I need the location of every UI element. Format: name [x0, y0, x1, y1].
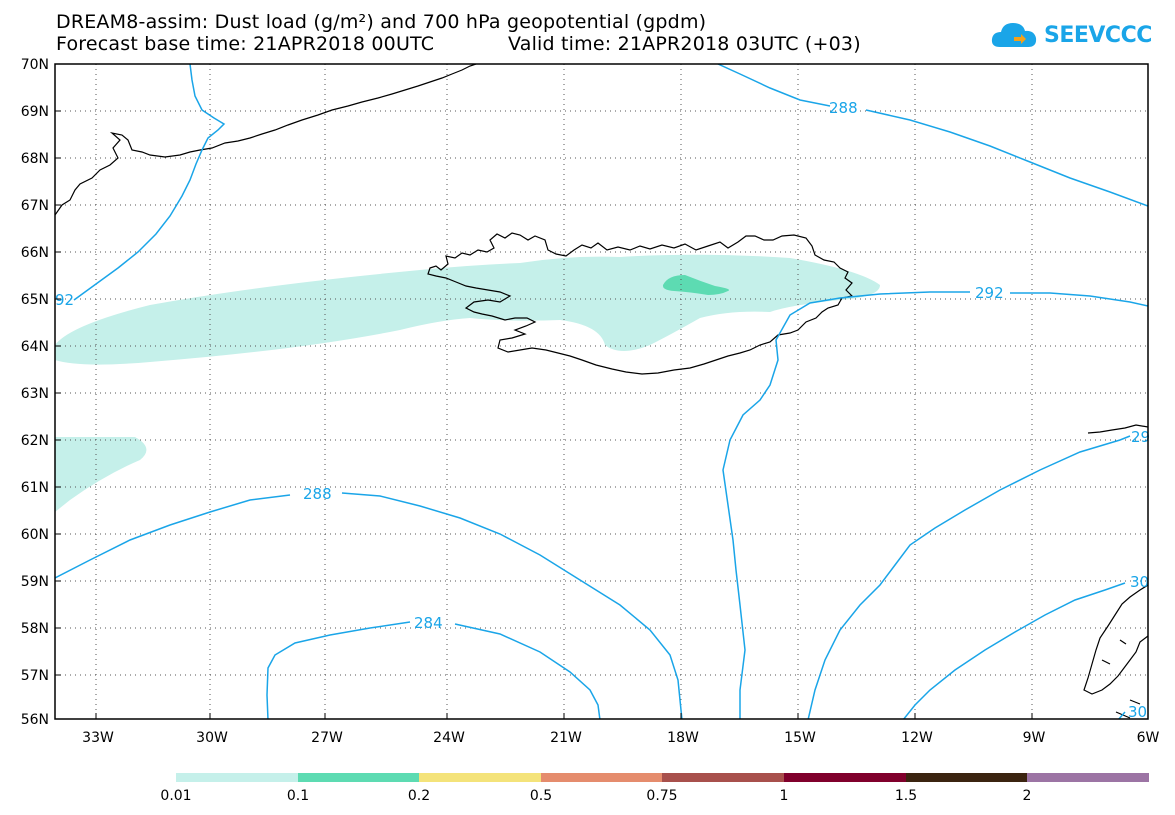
lat-label: 60N [21, 527, 49, 543]
lat-label: 68N [21, 151, 49, 167]
dust-patch-southwest [55, 437, 147, 512]
map-grid [55, 64, 1148, 719]
lat-label: 58N [21, 621, 49, 637]
contour-label: 29 [1131, 428, 1150, 446]
lat-label: 66N [21, 245, 49, 261]
legend-swatch [784, 773, 906, 782]
legend-label: 0.1 [287, 788, 309, 804]
legend-swatch [419, 773, 541, 782]
geopotential-contours [55, 64, 1148, 719]
dust-plume-west [55, 254, 880, 365]
lat-label: 61N [21, 480, 49, 496]
lon-label: 12W [901, 730, 933, 746]
lat-label: 62N [21, 433, 49, 449]
lat-label: 59N [21, 574, 49, 590]
forecast-base-time: Forecast base time: 21APR2018 00UTC [56, 33, 435, 55]
norway-coast [1083, 424, 1148, 695]
lon-label: 18W [667, 730, 699, 746]
dust-load-field [55, 254, 880, 512]
color-legend: 0.01 0.1 0.2 0.5 0.75 1 1.5 2 [160, 773, 1149, 804]
lat-label: 65N [21, 292, 49, 308]
legend-swatch [662, 773, 784, 782]
lat-label: 70N [21, 57, 49, 73]
axis-ticks [55, 63, 1033, 719]
contour-300 [902, 582, 1126, 719]
contour-north-vertical [73, 64, 226, 301]
valid-time: Valid time: 21APR2018 03UTC (+03) [508, 33, 861, 55]
lon-label: 6W [1137, 730, 1160, 746]
contour-label: 30 [1128, 703, 1147, 721]
lat-label: 64N [21, 339, 49, 355]
lon-label: 24W [433, 730, 465, 746]
greenland-coast [55, 64, 477, 216]
lon-label: 9W [1023, 730, 1046, 746]
contour-label: 288 [829, 99, 858, 117]
seevccc-logo: SEEVCCC [990, 20, 1152, 50]
contour-292 [722, 291, 1148, 719]
lat-label: 57N [21, 668, 49, 684]
contour-label: 30 [1130, 573, 1149, 591]
contour-label: 92 [55, 291, 74, 309]
legend-label: 0.75 [646, 788, 677, 804]
lon-label: 33W [82, 730, 114, 746]
contour-label: 288 [303, 485, 332, 503]
contour-296 [807, 435, 1131, 719]
norway-islands [1101, 639, 1141, 719]
lat-label: 63N [21, 386, 49, 402]
contour-288-north [717, 64, 1148, 207]
legend-label: 0.5 [530, 788, 552, 804]
coastlines [55, 64, 1148, 719]
legend-swatch [298, 773, 419, 782]
map-frame [54, 63, 1149, 720]
lon-label: 27W [311, 730, 343, 746]
longitude-labels: 33W 30W 27W 24W 21W 18W 15W 12W 9W 6W [82, 730, 1159, 746]
legend-swatch [541, 773, 662, 782]
lat-label: 67N [21, 198, 49, 214]
legend-label: 0.2 [408, 788, 430, 804]
legend-swatch [1027, 773, 1149, 782]
map-title-line2: Forecast base time: 21APR2018 00UTC Valid… [56, 33, 861, 55]
map-title-line1: DREAM8-assim: Dust load (g/m²) and 700 h… [56, 11, 707, 33]
latitude-labels: 70N 69N 68N 67N 66N 65N 64N 63N 62N 61N … [21, 57, 49, 728]
dust-patch-iceland-center [662, 275, 730, 295]
lat-label: 56N [21, 712, 49, 728]
contour-label: 284 [414, 614, 443, 632]
contour-labels: 288 292 29 288 284 30 30 92 [55, 99, 1150, 721]
legend-swatch [176, 773, 298, 782]
contour-label: 292 [975, 284, 1004, 302]
legend-label: 0.01 [160, 788, 191, 804]
lon-label: 21W [550, 730, 582, 746]
legend-label: 1.5 [895, 788, 917, 804]
cloud-icon [991, 23, 1037, 47]
lon-label: 30W [196, 730, 228, 746]
legend-label: 1 [780, 788, 789, 804]
legend-swatch [906, 773, 1027, 782]
logo-wordmark: SEEVCCC [1044, 22, 1152, 48]
contour-288-south [55, 492, 683, 719]
contour-284 [266, 621, 601, 719]
lon-label: 15W [784, 730, 816, 746]
lat-label: 69N [21, 104, 49, 120]
legend-label: 2 [1023, 788, 1032, 804]
